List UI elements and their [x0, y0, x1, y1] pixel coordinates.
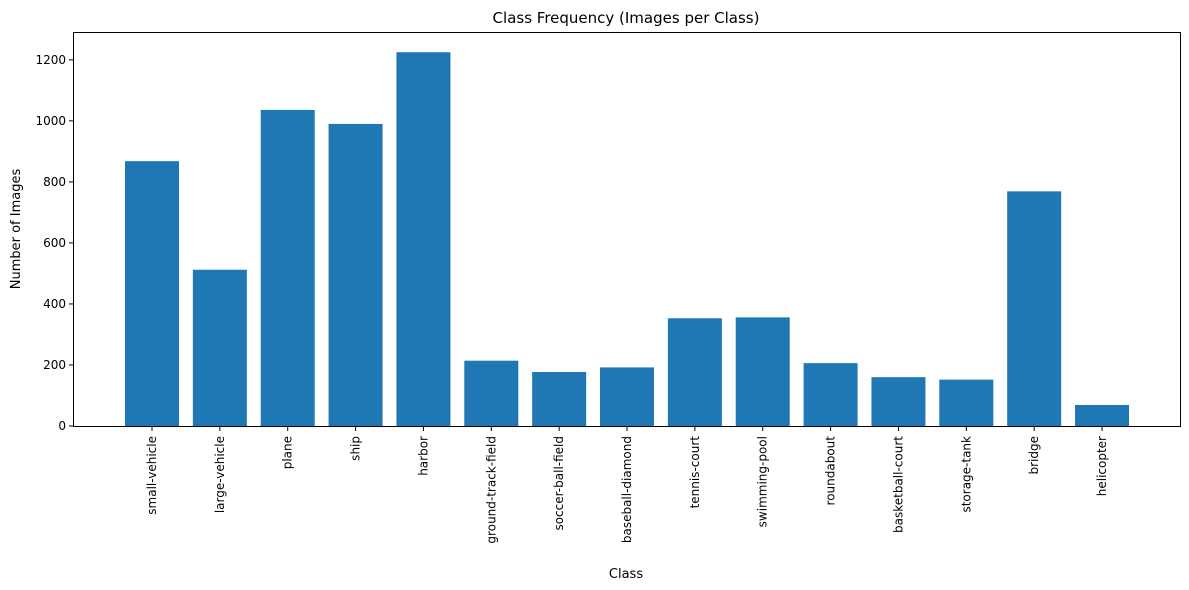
x-tick-label: swimming-pool	[756, 436, 770, 527]
bar-tennis-court	[667, 318, 722, 426]
y-tick-label: 400	[43, 297, 66, 311]
y-axis-ticks: 0 200 400 600 800 1000 1200	[35, 53, 74, 433]
x-tick-label: roundabout	[824, 436, 838, 506]
bar-roundabout	[803, 363, 858, 426]
bar-soccer-ball-field	[532, 371, 587, 426]
bar-basketball-court	[871, 377, 926, 426]
y-tick-label: 1200	[35, 53, 66, 67]
x-tick-label: ship	[349, 436, 363, 461]
y-tick-label: 0	[58, 419, 66, 433]
y-tick-label: 800	[43, 175, 66, 189]
chart-title: Class Frequency (Images per Class)	[493, 9, 760, 27]
x-tick-label: helicopter	[1095, 436, 1109, 496]
plot-frame	[73, 32, 1181, 427]
x-tick-label: ground-track-field	[484, 436, 498, 544]
bar-ship	[328, 123, 383, 427]
y-tick-label: 200	[43, 358, 66, 372]
bar-helicopter	[1075, 404, 1130, 426]
bar-swimming-pool	[735, 317, 790, 426]
bar-bridge	[1007, 191, 1062, 426]
y-tick-label: 600	[43, 236, 66, 250]
y-axis-label: Number of Images	[9, 169, 24, 290]
x-tick-label: plane	[281, 436, 295, 469]
x-tick-label: storage-tank	[959, 436, 973, 513]
bar-ground-track-field	[464, 360, 519, 426]
x-tick-label: large-vehicle	[213, 436, 227, 513]
bar-baseball-diamond	[600, 367, 655, 426]
bar-plane	[260, 109, 315, 426]
x-tick-label: bridge	[1027, 436, 1041, 475]
x-tick-label: tennis-court	[688, 436, 702, 509]
x-axis-label: Class	[609, 567, 643, 582]
y-tick-label: 1000	[35, 114, 66, 128]
bar-large-vehicle	[192, 269, 247, 426]
bar-small-vehicle	[125, 161, 179, 426]
bar-harbor	[396, 52, 451, 426]
x-axis-ticks: small-vehicle large-vehicle plane ship harbo…	[145, 426, 1109, 544]
bars-group	[125, 52, 1130, 427]
x-tick-label: soccer-ball-field	[552, 436, 566, 531]
x-tick-label: basketball-court	[891, 436, 905, 533]
x-tick-label: harbor	[416, 436, 430, 476]
x-tick-label: baseball-diamond	[620, 436, 634, 543]
bar-storage-tank	[939, 379, 994, 426]
x-tick-label: small-vehicle	[145, 436, 159, 515]
